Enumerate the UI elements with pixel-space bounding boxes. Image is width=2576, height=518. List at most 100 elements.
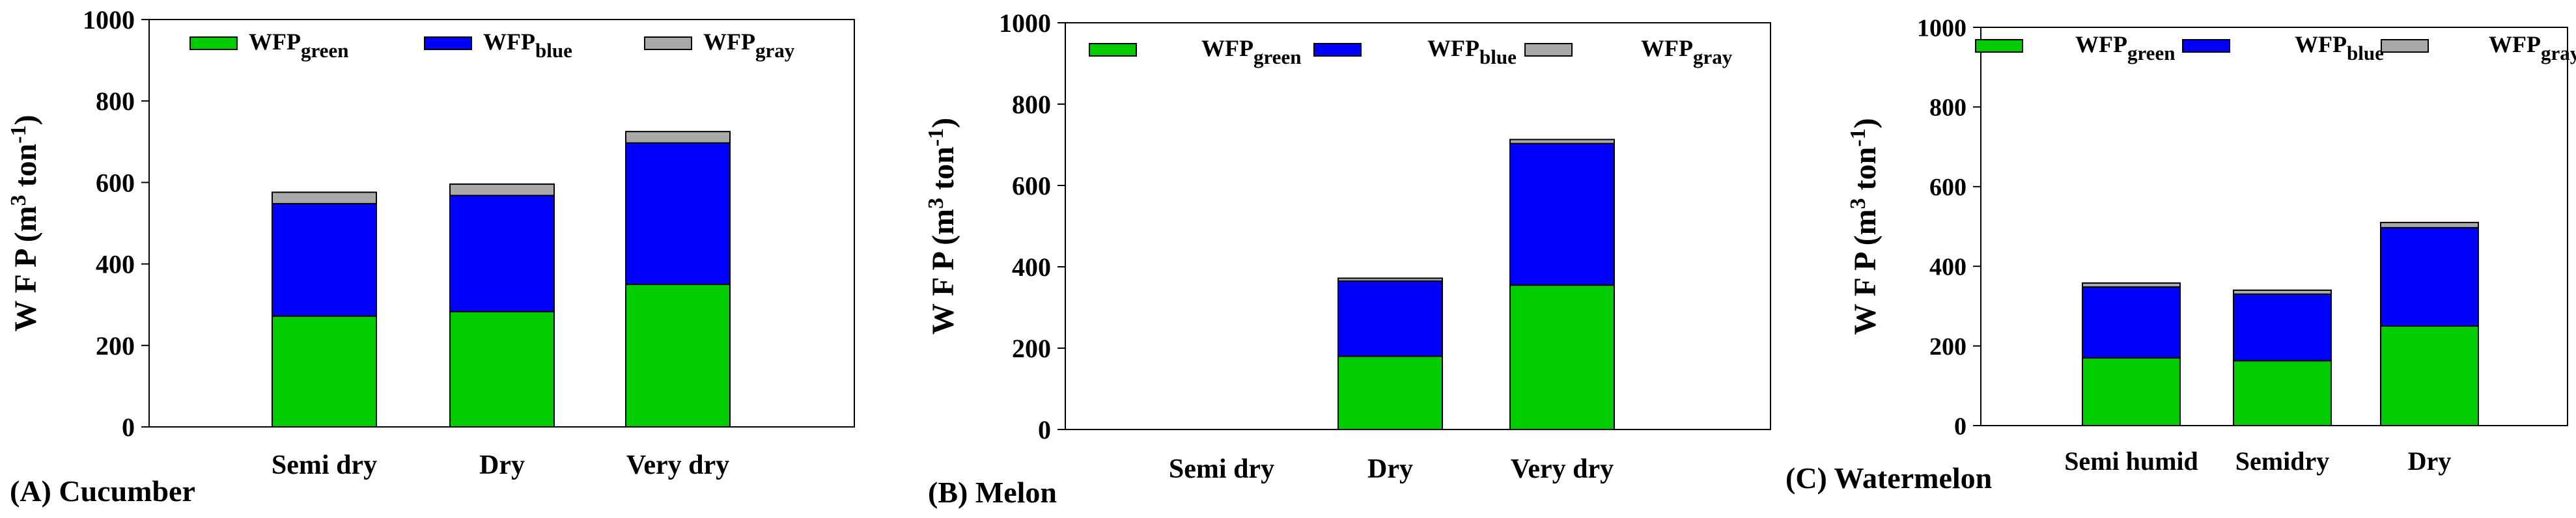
legend-label-sub: blue xyxy=(2347,42,2384,64)
x-category-label: Very dry xyxy=(1511,454,1614,484)
y-tick-label: 200 xyxy=(96,331,135,361)
bar-gray-1 xyxy=(1337,277,1443,282)
bar-gray-2 xyxy=(2380,221,2479,228)
legend-label-sub: green xyxy=(301,39,348,62)
bar-blue-1 xyxy=(2233,293,2332,362)
legend-swatch-blue xyxy=(424,36,472,50)
legend-label-sub: blue xyxy=(1479,46,1517,68)
y-tick-label: 800 xyxy=(96,87,135,116)
bar-blue-2 xyxy=(625,142,731,285)
bar-gray-2 xyxy=(625,131,731,144)
y-tick-label: 0 xyxy=(1038,415,1051,444)
y-axis-title-sup1: 3 xyxy=(7,195,31,206)
bar-gray-1 xyxy=(2233,289,2332,295)
legend-label-sub: gray xyxy=(2541,42,2576,64)
legend-label-base: WFP xyxy=(483,29,535,55)
bar-blue-2 xyxy=(2380,226,2479,327)
y-axis-title-end: ) xyxy=(8,115,43,125)
y-tick-label: 400 xyxy=(1012,252,1051,282)
legend-swatch-green xyxy=(1089,43,1137,57)
y-axis-title-base: W F P (m xyxy=(1848,209,1883,334)
bar-green-2 xyxy=(625,283,731,428)
y-tick-label: 1000 xyxy=(1917,14,1967,42)
legend-label-base: WFP xyxy=(1641,35,1693,61)
bar-green-1 xyxy=(2233,360,2332,427)
bar-blue-2 xyxy=(1509,143,1615,286)
legend-label-base: WFP xyxy=(1427,35,1479,61)
y-tick-label: 1000 xyxy=(999,8,1051,38)
bar-gray-2 xyxy=(1509,139,1615,144)
legend-label-sub: blue xyxy=(535,39,572,62)
x-category-label: Semidry xyxy=(2235,446,2329,476)
bar-gray-0 xyxy=(2082,282,2181,288)
y-tick-label: 200 xyxy=(1012,334,1051,363)
y-axis-title: W F P (m3 ton-1) xyxy=(924,118,960,334)
y-axis-title-base: W F P (m xyxy=(8,206,43,331)
x-category-label: Very dry xyxy=(626,450,729,480)
legend-label-base: WFP xyxy=(2489,31,2541,57)
y-axis-title-sup1: 3 xyxy=(1846,198,1870,209)
legend-label-green: WFPgreen xyxy=(249,29,348,62)
y-tick-label: 800 xyxy=(1929,94,1967,122)
bar-gray-1 xyxy=(449,183,555,197)
y-axis-title-sup1: 3 xyxy=(924,198,948,209)
legend-label-green: WFPgreen xyxy=(2075,31,2175,64)
y-tick-label: 1000 xyxy=(83,5,135,34)
legend-swatch-green xyxy=(1975,39,2023,53)
legend-label-sub: green xyxy=(1253,46,1301,68)
legend-label-base: WFP xyxy=(1201,35,1253,61)
legend-label-sub: green xyxy=(2127,42,2175,64)
y-tick-label: 0 xyxy=(1954,413,1967,440)
legend-swatch-gray xyxy=(2381,39,2429,53)
x-category-label: Semi dry xyxy=(272,450,377,480)
x-category-label: Dry xyxy=(479,450,525,480)
y-axis-title-mid: ton xyxy=(926,146,960,198)
legend-label-gray: WFPgray xyxy=(703,29,795,62)
bar-gray-0 xyxy=(272,191,377,204)
legend-label-base: WFP xyxy=(2295,31,2347,57)
legend-label-base: WFP xyxy=(703,29,755,55)
bar-blue-1 xyxy=(1337,280,1443,357)
legend-label-sub: gray xyxy=(1693,46,1733,68)
y-axis-title-end: ) xyxy=(1848,118,1883,128)
legend-label-sub: gray xyxy=(755,39,795,62)
y-axis-title-base: W F P (m xyxy=(926,209,960,334)
chart-panel-0: 0 200 400 600 800 1000 W F P (m3 ton-1) Semi dr… xyxy=(7,5,855,508)
chart-panel-2: 0 200 400 600 800 1000 W F P (m3 ton-1) Semi hu… xyxy=(1785,14,2576,495)
chart-panel-1: 0 200 400 600 800 1000 W F P (m3 ton-1) Semi dr… xyxy=(924,8,1771,509)
legend-label-base: WFP xyxy=(2075,31,2127,57)
legend-swatch-gray xyxy=(1524,43,1573,57)
legend-label-blue: WFPblue xyxy=(2295,31,2384,64)
y-axis-title: W F P (m3 ton-1) xyxy=(1846,118,1883,334)
panel-label: (A) Cucumber xyxy=(10,474,195,508)
y-axis-title-mid: ton xyxy=(1848,147,1883,198)
legend-label-blue: WFPblue xyxy=(1427,35,1517,68)
x-category-label: Dry xyxy=(1367,454,1413,484)
bar-green-0 xyxy=(272,315,377,428)
y-axis-title-sup2: -1 xyxy=(924,128,948,146)
y-tick-label: 200 xyxy=(1929,333,1967,361)
bar-green-2 xyxy=(2380,325,2479,426)
x-category-label: Semi dry xyxy=(1169,454,1274,484)
bar-green-1 xyxy=(1337,355,1443,430)
legend-label-blue: WFPblue xyxy=(483,29,572,62)
y-tick-label: 600 xyxy=(1929,174,1967,201)
legend-label-gray: WFPgray xyxy=(2489,31,2576,64)
panel-label: (C) Watermelon xyxy=(1785,461,1992,495)
y-axis-title-mid: ton xyxy=(8,144,43,195)
y-tick-label: 0 xyxy=(122,413,135,442)
bar-blue-1 xyxy=(449,195,555,312)
legend-swatch-green xyxy=(189,36,238,50)
legend-swatch-gray xyxy=(644,36,692,50)
y-tick-label: 400 xyxy=(96,250,135,279)
bar-green-0 xyxy=(2082,357,2181,427)
bar-blue-0 xyxy=(272,202,377,317)
bar-blue-0 xyxy=(2082,286,2181,359)
y-axis-title-sup2: -1 xyxy=(1846,128,1870,146)
x-category-label: Semi humid xyxy=(2064,446,2198,476)
y-tick-label: 600 xyxy=(1012,171,1051,200)
y-tick-label: 400 xyxy=(1929,254,1967,281)
y-tick-label: 800 xyxy=(1012,90,1051,119)
y-axis-title-end: ) xyxy=(926,118,960,128)
